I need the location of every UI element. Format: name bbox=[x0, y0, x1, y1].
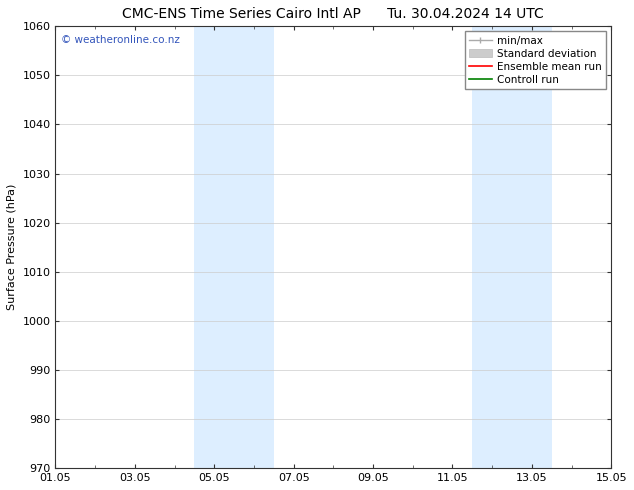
Y-axis label: Surface Pressure (hPa): Surface Pressure (hPa) bbox=[7, 184, 17, 311]
Legend: min/max, Standard deviation, Ensemble mean run, Controll run: min/max, Standard deviation, Ensemble me… bbox=[465, 31, 606, 89]
Bar bbox=[195, 26, 274, 468]
Bar bbox=[472, 26, 552, 468]
Title: CMC-ENS Time Series Cairo Intl AP      Tu. 30.04.2024 14 UTC: CMC-ENS Time Series Cairo Intl AP Tu. 30… bbox=[122, 7, 544, 21]
Text: © weatheronline.co.nz: © weatheronline.co.nz bbox=[61, 35, 180, 45]
